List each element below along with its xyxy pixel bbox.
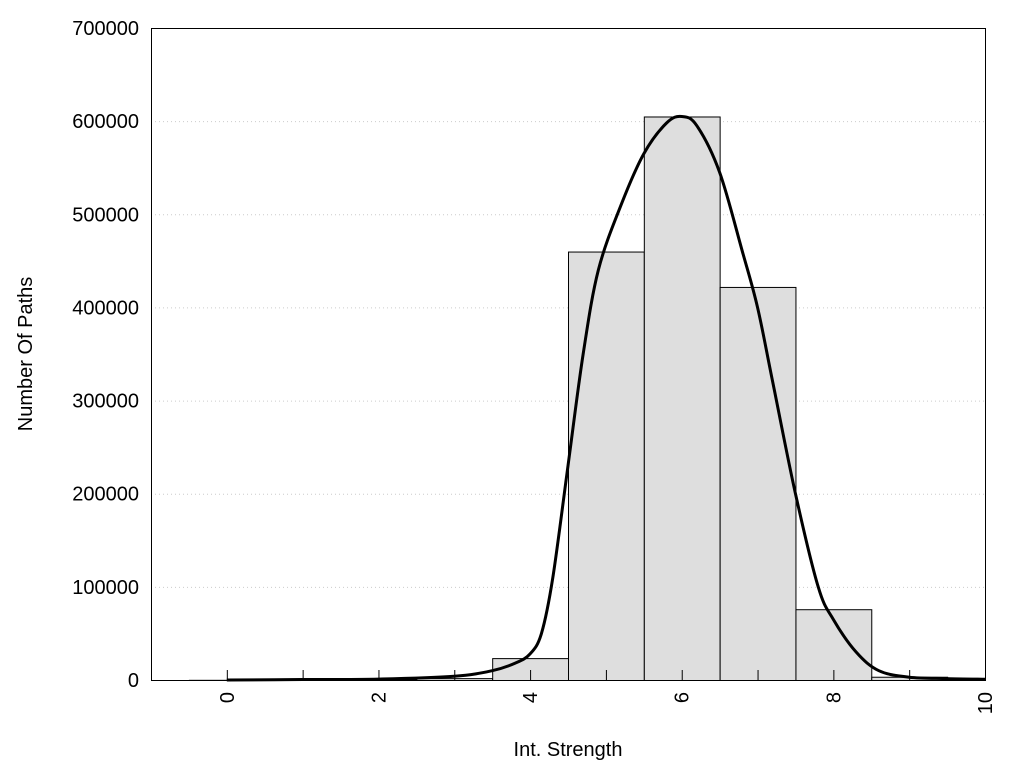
bar xyxy=(720,287,796,680)
bar xyxy=(644,117,720,681)
x-axis-label: Int. Strength xyxy=(514,739,623,761)
x-tick-label: 4 xyxy=(520,692,542,703)
x-tick-label: 0 xyxy=(217,692,239,703)
x-tick-label: 2 xyxy=(368,692,390,703)
y-tick-label: 200000 xyxy=(72,484,139,506)
y-tick-label: 700000 xyxy=(72,18,139,40)
x-tick-label: 6 xyxy=(672,692,694,703)
y-tick-label: 400000 xyxy=(72,297,139,319)
bar xyxy=(569,252,645,680)
x-tick-label: 10 xyxy=(975,692,997,714)
y-tick-label: 600000 xyxy=(72,111,139,133)
y-tick-label: 0 xyxy=(128,670,139,692)
y-tick-label: 500000 xyxy=(72,204,139,226)
bars xyxy=(189,117,985,681)
y-axis-label: Number Of Paths xyxy=(15,277,37,432)
y-tick-label: 100000 xyxy=(72,577,139,599)
x-tick-labels: 0 2 4 6 8 10 xyxy=(217,692,997,714)
y-tick-label: 300000 xyxy=(72,391,139,413)
grid-lines xyxy=(151,122,985,588)
x-tick-label: 8 xyxy=(823,692,845,703)
y-tick-labels: 0 100000 200000 300000 400000 500000 600000 700… xyxy=(72,18,139,692)
